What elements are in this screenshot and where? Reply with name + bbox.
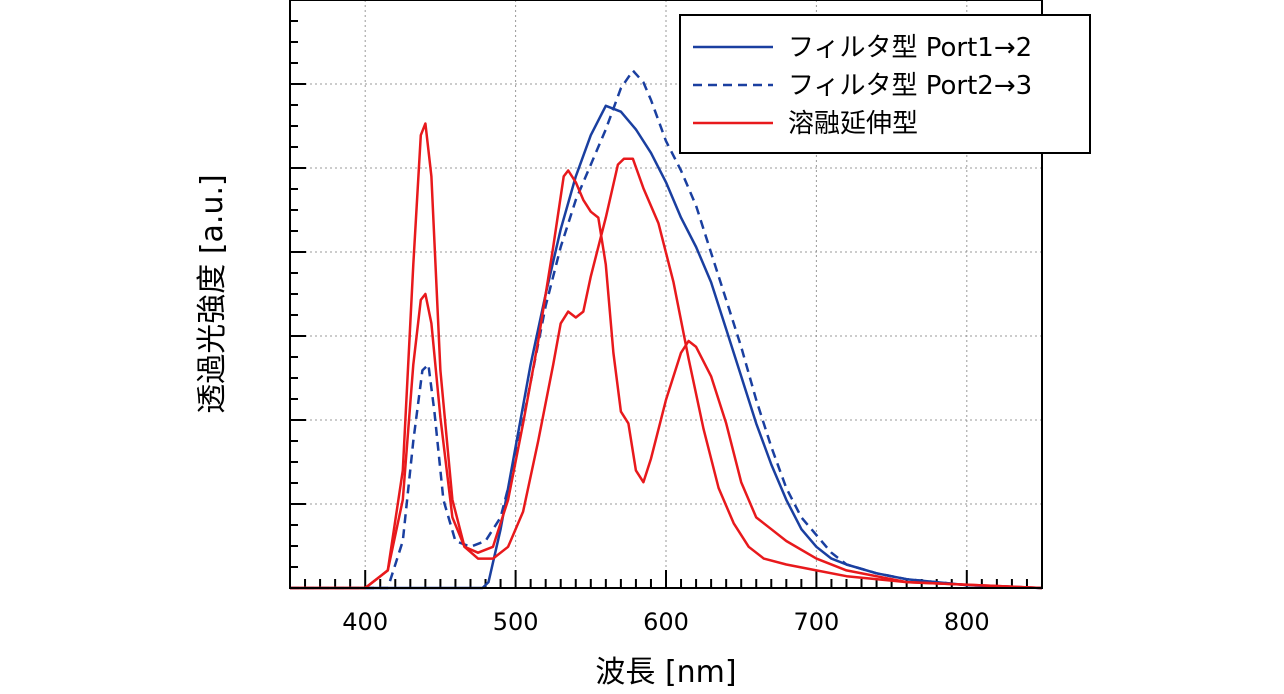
x-axis-title: 波長 [nm]	[595, 655, 736, 690]
x-tick-labels: 400 500 600 700 800	[342, 608, 989, 636]
series-line-2	[290, 122, 1043, 590]
x-tick-label-600: 600	[643, 608, 689, 636]
legend-label-1: フィルタ型 Port2→3	[788, 71, 1032, 101]
series-lines	[290, 69, 1043, 590]
legend-box	[679, 14, 1091, 154]
x-tick-label-400: 400	[342, 608, 388, 636]
legend-label-0: フィルタ型 Port1→2	[788, 33, 1032, 63]
plot-frame	[289, 0, 1043, 589]
x-tick-label-500: 500	[493, 608, 539, 636]
y-axis-title: 透過光強度 [a.u.]	[195, 174, 230, 413]
series-line-1	[290, 69, 1043, 590]
series-line-3	[290, 169, 1043, 590]
legend-label-2: 溶融延伸型	[788, 109, 918, 139]
x-tick-label-800: 800	[944, 608, 990, 636]
legend: フィルタ型 Port1→2 フィルタ型 Port2→3 溶融延伸型	[679, 14, 1091, 154]
x-tick-label-700: 700	[793, 608, 839, 636]
series-line-0	[290, 104, 1043, 590]
axis-ticks	[289, 0, 1043, 589]
